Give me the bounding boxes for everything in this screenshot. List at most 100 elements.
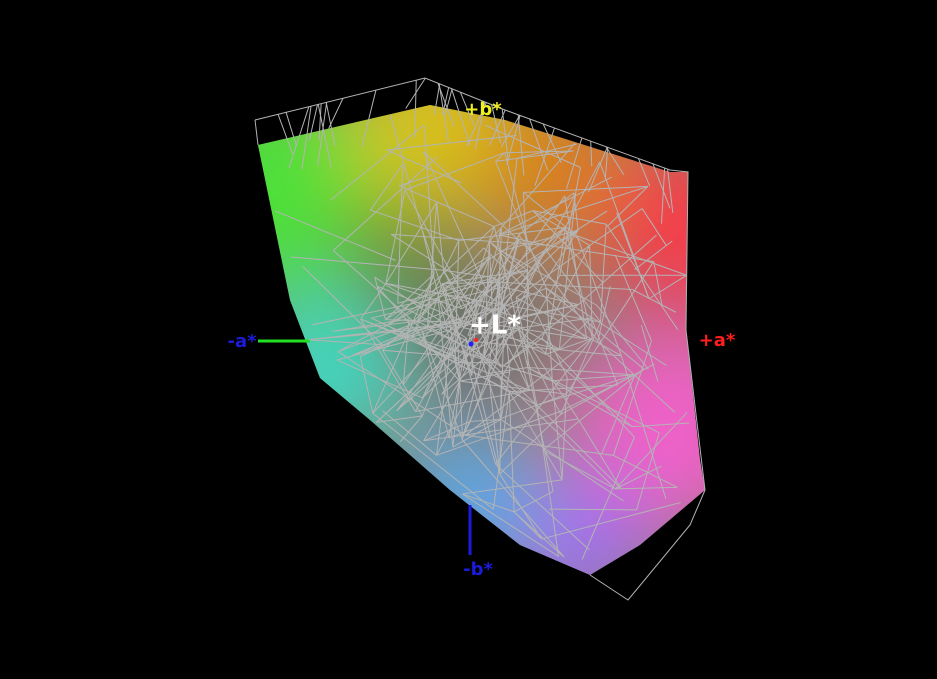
wire-edge: [385, 282, 477, 301]
wire-edge: [517, 329, 562, 415]
wire-edge: [463, 269, 528, 329]
axis-label: +a*: [699, 330, 736, 351]
wire-edge: [500, 371, 511, 420]
wire-edge: [487, 304, 579, 326]
wire-edge: [421, 318, 462, 417]
wire-edge: [385, 189, 406, 284]
wire-edge: [589, 245, 593, 339]
wire-edge: [470, 418, 501, 422]
wire-edge: [493, 226, 529, 368]
wire-edge: [495, 463, 590, 551]
wire-edge: [459, 91, 475, 125]
wire-edge: [332, 156, 438, 251]
wire-edge: [397, 277, 495, 304]
wire-edge: [523, 185, 648, 193]
wire-edge: [476, 299, 601, 323]
wire-edge: [437, 297, 457, 328]
wire-edge: [452, 418, 502, 448]
wire-edge: [399, 174, 432, 187]
wire-edge: [423, 151, 486, 289]
wire-edge: [317, 102, 328, 167]
wire-edge: [478, 195, 566, 323]
wire-edge: [421, 305, 505, 330]
wire-edge: [545, 337, 593, 355]
wire-edge: [460, 287, 486, 320]
wire-edge: [441, 340, 479, 395]
wire-edge: [491, 104, 502, 144]
wire-edge: [376, 285, 495, 335]
wire-edge: [318, 103, 322, 140]
wire-edge: [468, 234, 520, 346]
wire-edge: [527, 367, 660, 434]
wire-edge: [337, 294, 445, 353]
wire-edge: [600, 374, 636, 455]
wire-edge: [620, 355, 667, 499]
wire-edge: [614, 254, 652, 342]
wire-edge: [444, 294, 587, 340]
wire-edge: [423, 420, 471, 442]
wire-edge: [534, 127, 555, 186]
wire-edge: [302, 266, 383, 346]
wire-edge: [508, 391, 515, 512]
wire-edge: [459, 371, 510, 382]
wire-edge: [500, 377, 616, 490]
wire-edge: [667, 169, 674, 213]
wire-edge: [444, 269, 528, 296]
wire-edge: [523, 192, 578, 237]
wire-edge: [398, 185, 495, 227]
wire-edge: [600, 224, 607, 323]
wire-edge: [588, 146, 608, 193]
wire-edge: [444, 88, 453, 115]
wire-edge: [545, 287, 645, 370]
wire-edge: [328, 98, 344, 129]
wire-edge: [495, 161, 547, 289]
wire-edge: [437, 298, 454, 448]
wire-edge: [605, 223, 679, 331]
wire-edge: [386, 149, 462, 184]
wire-edge: [402, 255, 491, 385]
wire-edge: [485, 210, 608, 289]
wire-edge: [499, 413, 562, 475]
wire-edge: [399, 304, 468, 342]
wire-edge: [541, 245, 591, 339]
wire-edge: [615, 465, 662, 490]
wire-edge: [417, 297, 439, 322]
wire-edge: [442, 283, 560, 350]
wire-edge: [515, 297, 538, 406]
wire-edge: [476, 341, 622, 357]
wire-edge: [382, 350, 423, 417]
wire-edge: [526, 366, 633, 428]
wire-edge: [483, 356, 510, 393]
wire-edge: [277, 114, 294, 154]
wire-edge: [527, 367, 554, 492]
wire-edge: [386, 226, 495, 326]
wire-edge: [615, 486, 678, 490]
wire-edge: [661, 168, 666, 224]
wire-edge: [648, 274, 687, 300]
wire-edge: [332, 320, 418, 332]
wire-edge: [465, 306, 505, 343]
wire-edge: [462, 493, 559, 557]
wire-edge: [374, 277, 378, 287]
wire-edge: [329, 124, 425, 201]
wire-edge: [308, 104, 318, 142]
wire-edge: [500, 115, 521, 148]
wire-edge: [372, 412, 494, 510]
wire-edge: [561, 377, 568, 480]
wire-edge: [513, 490, 554, 513]
wire-edge: [385, 273, 435, 320]
wire-edge: [495, 152, 506, 162]
wire-edge: [421, 326, 457, 399]
origin: [468, 341, 474, 347]
wire-edge: [301, 106, 312, 170]
wire-edge: [332, 250, 422, 330]
wire-edge: [652, 163, 671, 209]
wire-edge: [529, 226, 566, 252]
wire-edge: [461, 314, 493, 440]
wire-edge: [436, 202, 445, 271]
wire-edge: [495, 337, 593, 465]
wire-edge: [634, 240, 673, 271]
wire-edge: [542, 449, 616, 490]
wire-edge: [308, 339, 383, 346]
